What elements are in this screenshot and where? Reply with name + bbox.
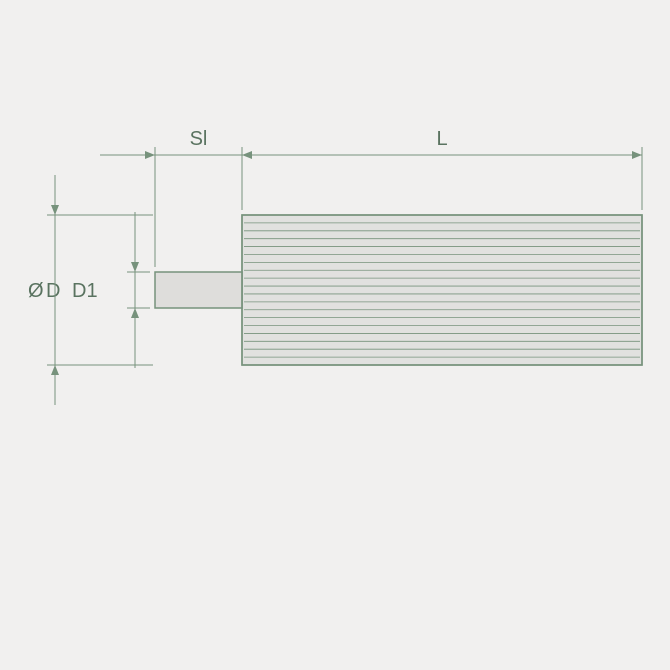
label-d1: D1 <box>72 280 98 302</box>
label-diameter-symbol: Ø <box>28 280 44 302</box>
stub-shaft <box>155 272 242 308</box>
label-d: D <box>46 280 60 302</box>
main-body <box>242 215 642 365</box>
label-sl: Sl <box>190 128 208 150</box>
label-l: L <box>436 128 447 150</box>
diagram-svg: L Sl Ø D D1 <box>0 0 670 670</box>
engineering-diagram: L Sl Ø D D1 <box>0 0 670 670</box>
